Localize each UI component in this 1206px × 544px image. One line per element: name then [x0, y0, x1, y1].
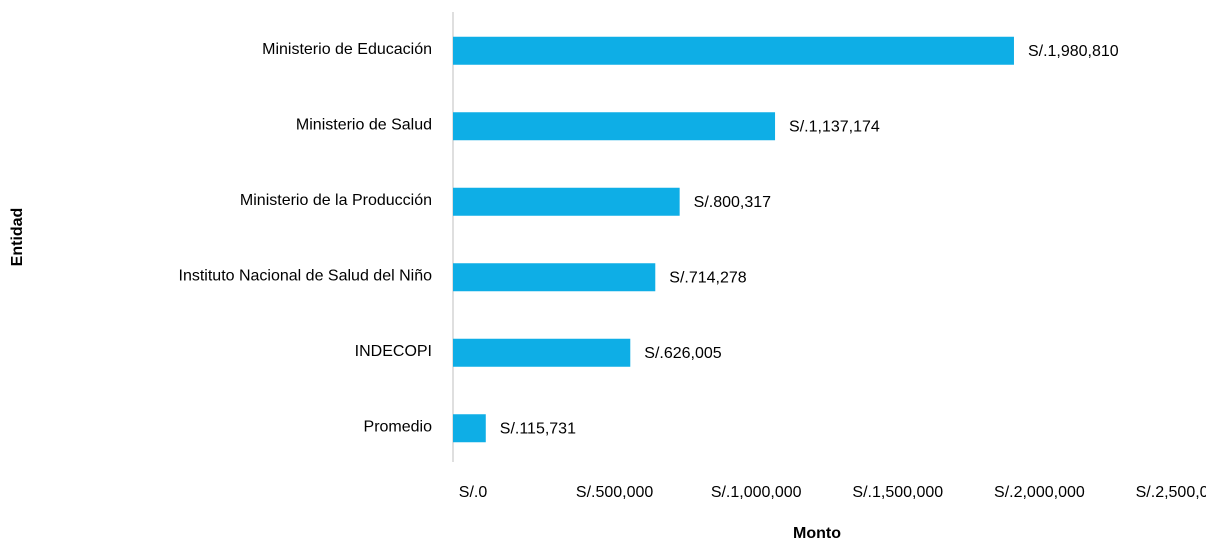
data-label: S/.800,317 — [694, 194, 772, 211]
bar — [453, 338, 631, 367]
bar — [453, 263, 656, 292]
data-label: S/.115,731 — [500, 420, 576, 437]
data-label: S/.626,005 — [644, 345, 722, 362]
data-label: S/.1,980,810 — [1028, 43, 1119, 60]
x-tick-label: S/.1,500,000 — [852, 484, 943, 501]
y-tick-label: Ministerio de la Producción — [240, 192, 432, 209]
y-tick-label: Ministerio de Salud — [296, 116, 432, 133]
bar — [453, 414, 486, 443]
y-tick-label: INDECOPI — [355, 343, 432, 360]
x-tick-label: S/.2,500,000 — [1136, 484, 1206, 501]
x-tick-label: S/.500,000 — [576, 484, 654, 501]
y-tick-label: Promedio — [364, 418, 433, 435]
x-axis-label: Monto — [793, 525, 841, 542]
y-tick-label: Instituto Nacional de Salud del Niño — [179, 267, 433, 284]
data-label: S/.1,137,174 — [789, 118, 880, 135]
y-tick-label: Ministerio de Educación — [262, 41, 432, 58]
data-label: S/.714,278 — [669, 269, 747, 286]
bar — [453, 36, 1014, 65]
bar — [453, 187, 680, 216]
x-tick-label: S/.1,000,000 — [711, 484, 802, 501]
x-tick-label: S/.0 — [459, 484, 488, 501]
x-tick-label: S/.2,000,000 — [994, 484, 1085, 501]
bar — [453, 112, 776, 141]
y-axis-label: Entidad — [9, 208, 26, 267]
